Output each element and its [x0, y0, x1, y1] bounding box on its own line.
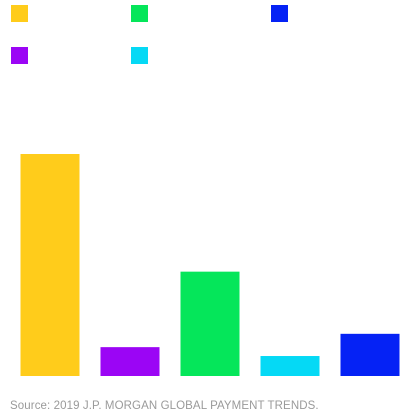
- legend-swatch-3: [131, 5, 148, 22]
- legend-swatch-2: [11, 47, 28, 64]
- source-note: Source: 2019 J.P. MORGAN GLOBAL PAYMENT …: [10, 400, 319, 412]
- legend-swatch-5: [271, 5, 288, 22]
- bar-chart: [20, 154, 400, 376]
- legend-swatch-4: [131, 47, 148, 64]
- legend-swatch-1: [11, 5, 28, 22]
- bar-1: [20, 154, 80, 376]
- chart-legend: [0, 0, 420, 80]
- bar-2: [100, 347, 160, 376]
- bar-3: [180, 271, 240, 376]
- bar-5: [340, 333, 400, 376]
- bar-4: [260, 356, 320, 376]
